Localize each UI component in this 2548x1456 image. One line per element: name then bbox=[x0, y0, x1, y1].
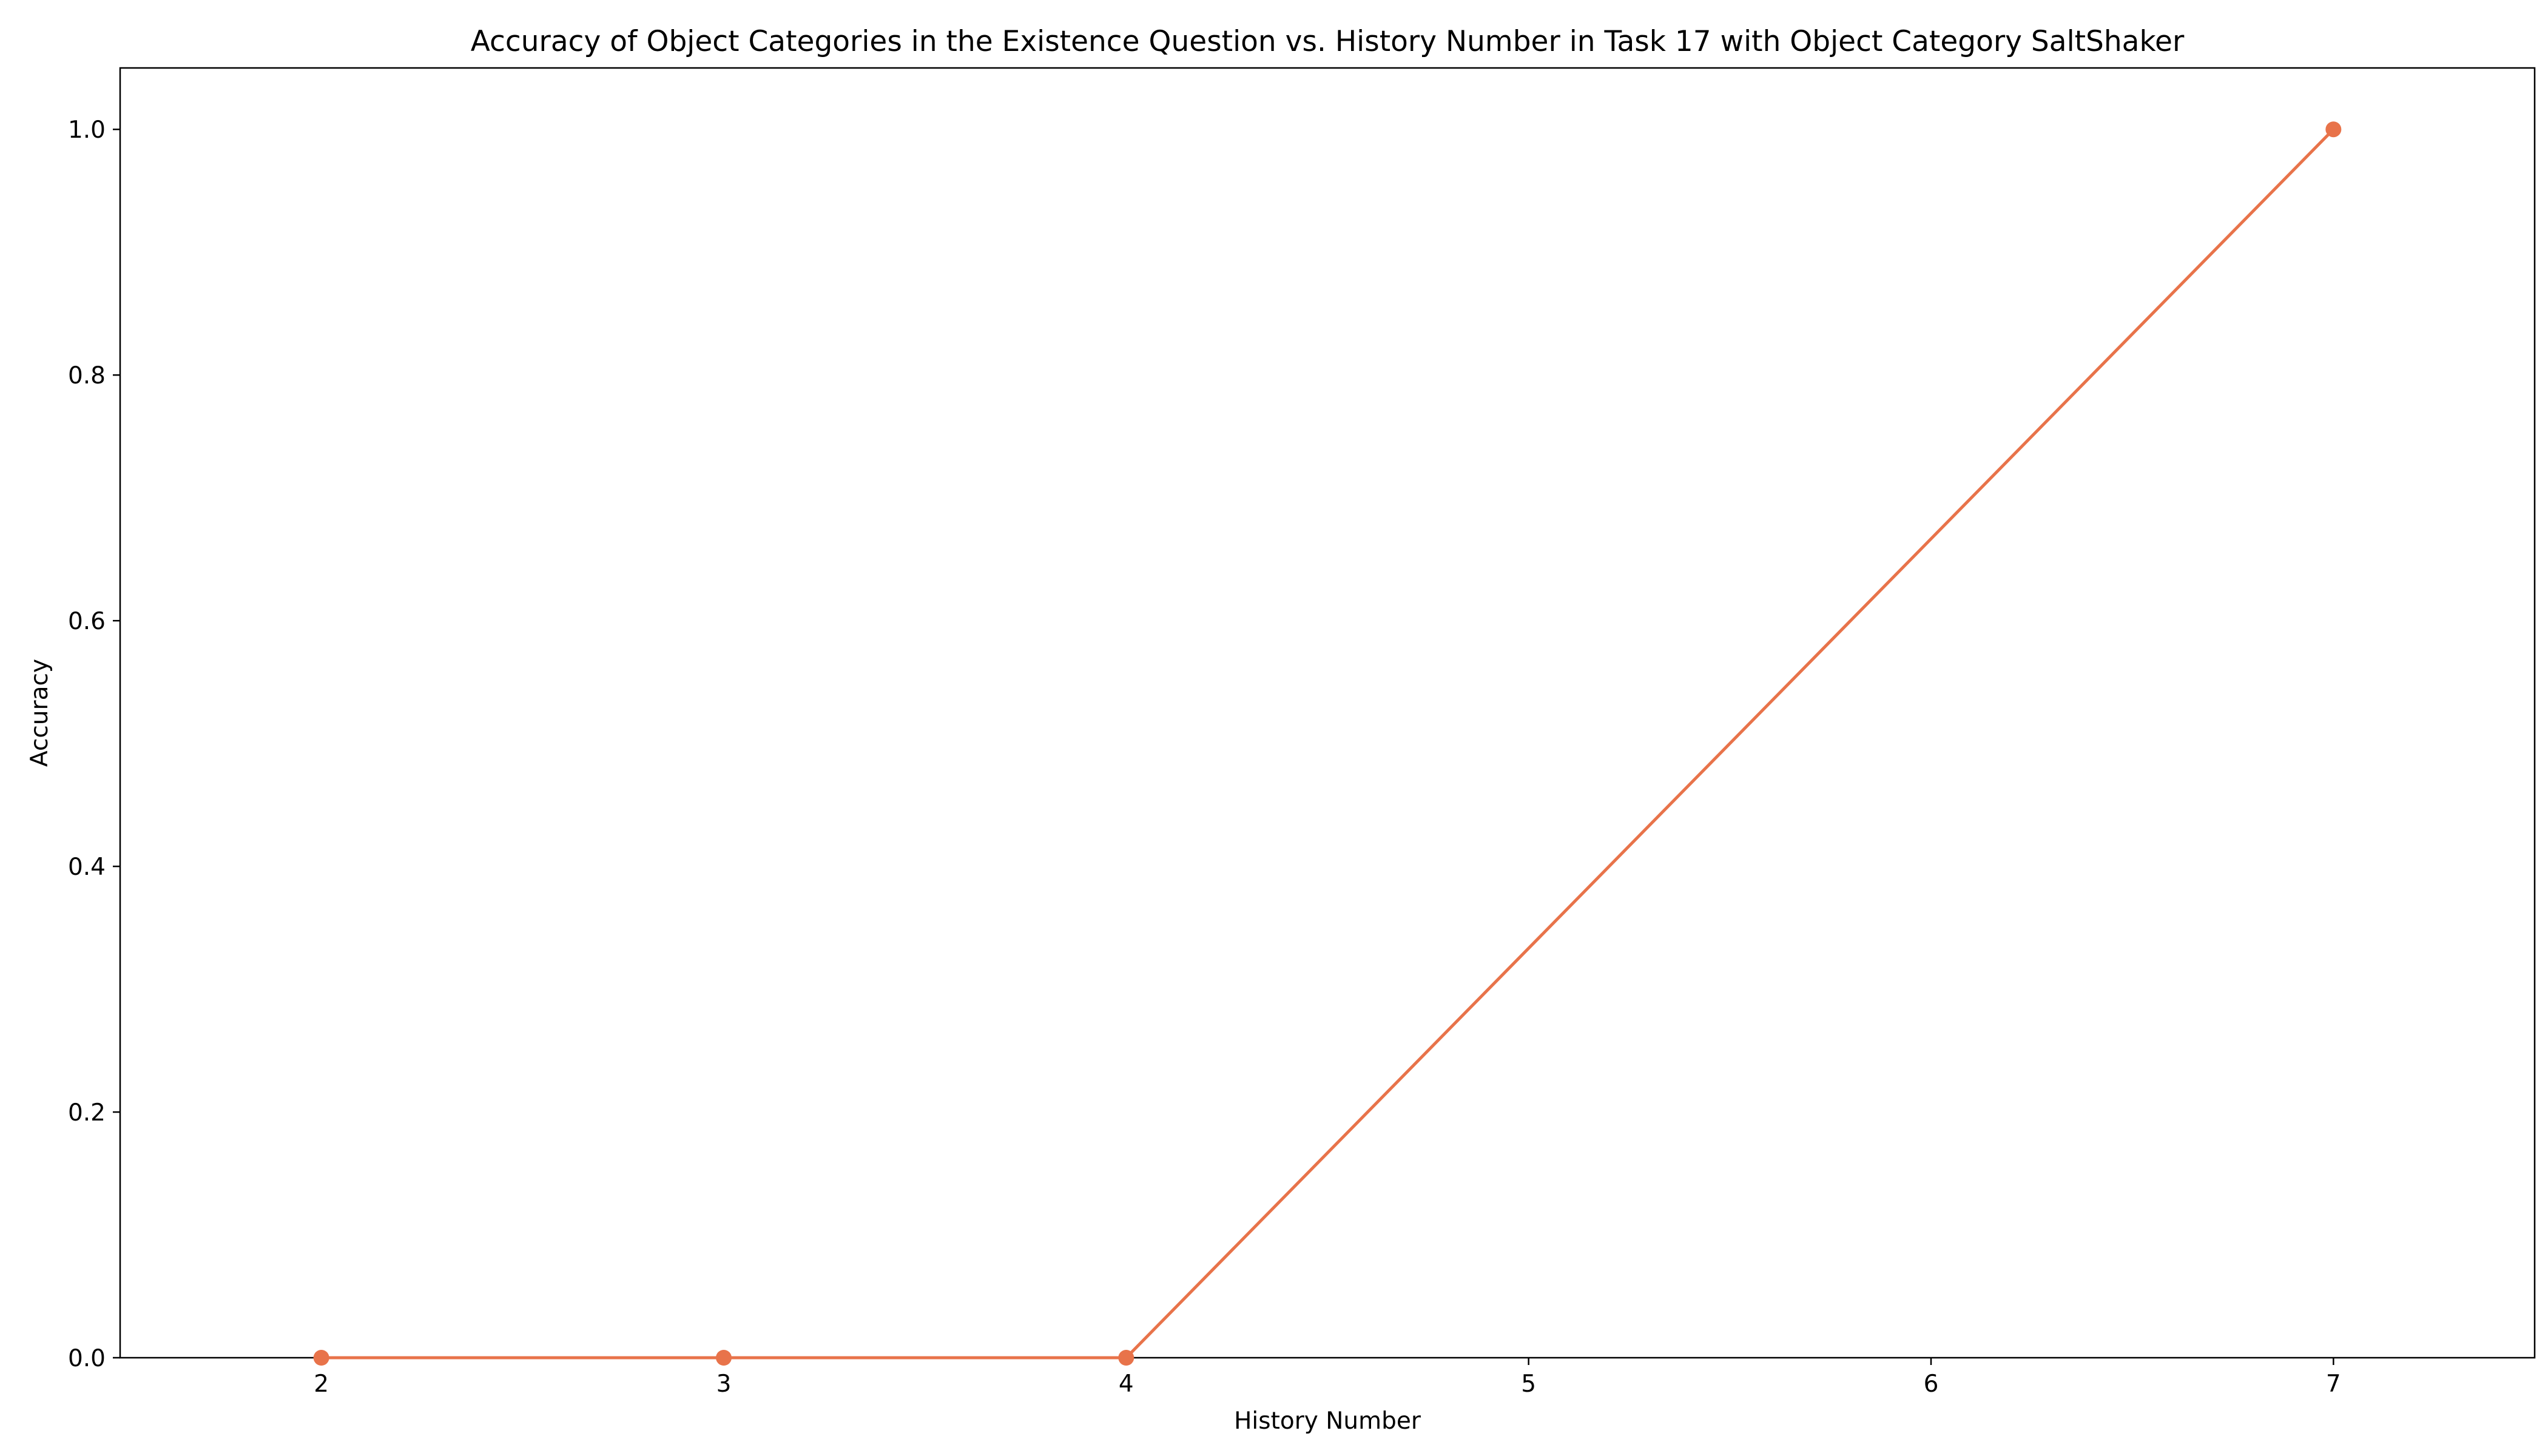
data-point-marker bbox=[313, 1350, 329, 1366]
x-tick-label: 5 bbox=[1521, 1370, 1536, 1398]
x-tick-label: 4 bbox=[1119, 1370, 1134, 1398]
data-point-marker bbox=[716, 1350, 732, 1366]
y-axis-label: Accuracy bbox=[26, 659, 53, 767]
y-tick-label: 0.8 bbox=[68, 362, 106, 389]
chart-title: Accuracy of Object Categories in the Exi… bbox=[471, 25, 2185, 58]
series-line bbox=[320, 127, 2335, 1360]
data-point-marker bbox=[2325, 121, 2342, 138]
plot-area-frame bbox=[119, 67, 2536, 1359]
y-tick-label: 0.4 bbox=[68, 854, 106, 881]
y-axis-ticks: 0.0 0.2 0.4 0.6 0.8 1.0 bbox=[68, 116, 120, 1372]
x-tick-label: 2 bbox=[314, 1370, 329, 1398]
x-tick-label: 6 bbox=[1924, 1370, 1939, 1398]
y-tick-label: 0.0 bbox=[68, 1345, 106, 1372]
x-axis-label: History Number bbox=[1234, 1407, 1421, 1435]
series-layer bbox=[313, 121, 2342, 1366]
y-tick-label: 1.0 bbox=[68, 116, 106, 144]
y-tick-label: 0.2 bbox=[68, 1099, 106, 1127]
x-tick-label: 7 bbox=[2326, 1370, 2341, 1398]
y-tick-label: 0.6 bbox=[68, 608, 106, 635]
x-axis-ticks: 2 3 4 5 6 7 bbox=[314, 1358, 2341, 1398]
data-point-marker bbox=[1118, 1350, 1134, 1366]
x-tick-label: 3 bbox=[716, 1370, 732, 1398]
